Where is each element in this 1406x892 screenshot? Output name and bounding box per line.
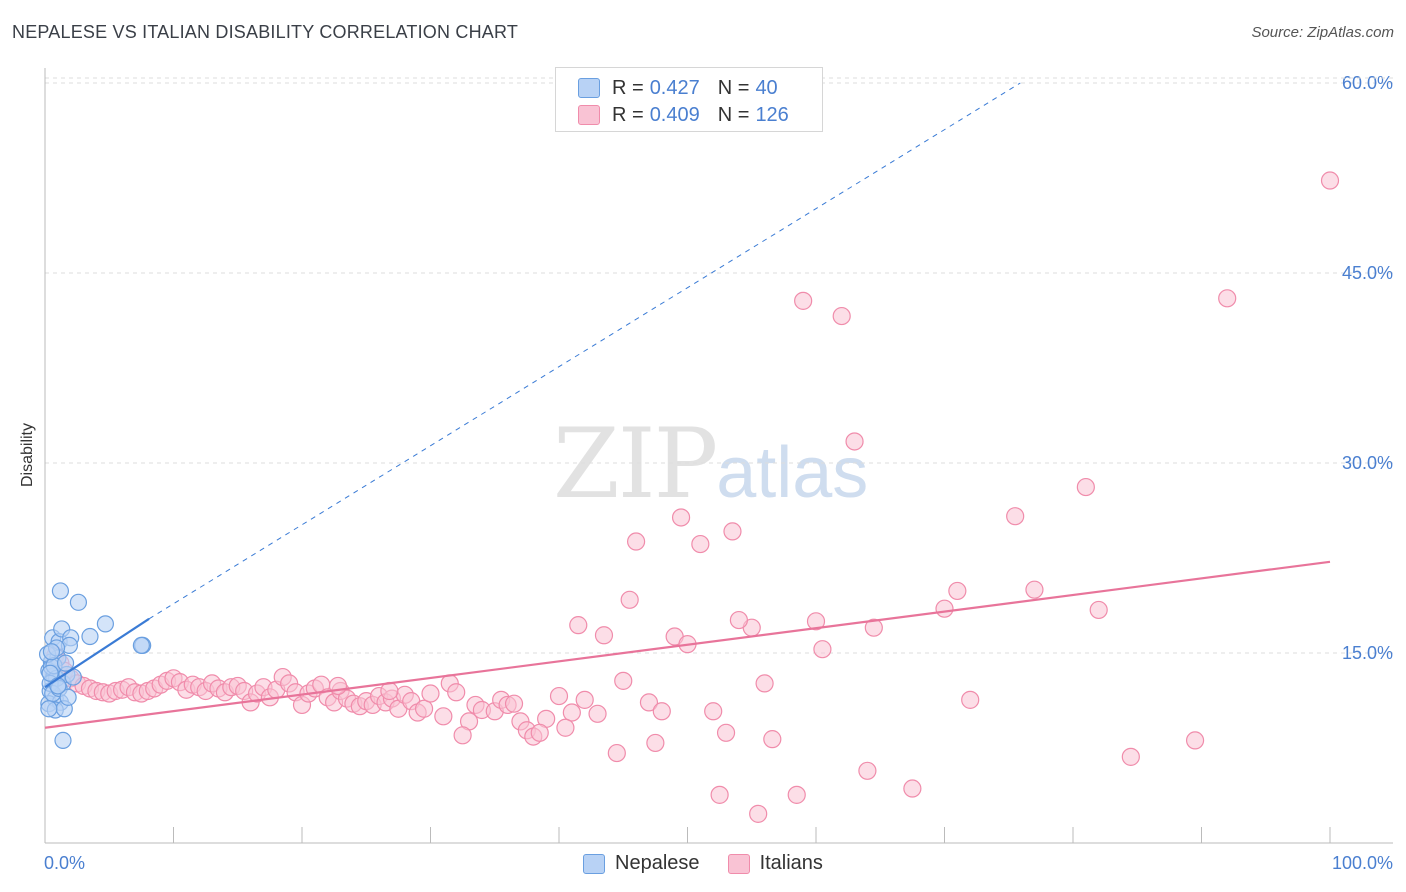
italians-point [594, 626, 614, 645]
nepalese-point [59, 688, 77, 706]
italians-point [1121, 747, 1140, 766]
source-credit: Source: ZipAtlas.com [1251, 24, 1394, 41]
italians-point [961, 690, 980, 709]
x-tick-label: 0.0% [44, 853, 85, 873]
nepalese-point [40, 700, 58, 718]
legend-r-value: 0.427 [649, 76, 700, 99]
italians-point [1025, 580, 1044, 599]
y-tick-label: 60.0% [1342, 73, 1393, 93]
legend-r-label: R = [612, 76, 644, 99]
italians-point [588, 704, 607, 723]
italians-point [691, 534, 710, 554]
italians-point [652, 702, 671, 721]
italians-point [447, 683, 466, 702]
nepalese-point [81, 627, 99, 646]
italians-point [806, 612, 826, 631]
italians-point [813, 640, 832, 659]
nepalese-swatch [583, 853, 606, 874]
nepalese-point [42, 643, 61, 661]
stats-legend: R = 0.427 N = 40 R = 0.409 N = 126 [555, 67, 823, 132]
nepalese-trend-line [44, 617, 150, 689]
italians-point [948, 581, 967, 601]
y-tick-label: 15.0% [1342, 643, 1393, 663]
italians-point [646, 733, 665, 753]
nepalese-point [51, 582, 70, 600]
italians-point [864, 618, 883, 637]
italians-point [729, 610, 749, 630]
legend-n-label: N = [717, 76, 750, 99]
italians-point [935, 599, 954, 618]
italians-point [1089, 600, 1108, 620]
italians-point [1320, 171, 1340, 190]
italians-point [755, 674, 774, 693]
nepalese-point [56, 654, 75, 672]
italians-point [562, 703, 581, 722]
italians-point [763, 730, 782, 749]
italians-point [671, 508, 691, 527]
italians-point [723, 522, 742, 541]
italians-point [710, 785, 729, 804]
italians-point [549, 686, 569, 706]
legend-r-value: 0.409 [649, 103, 700, 126]
nepalese-point [49, 677, 67, 695]
italians-trend-line [44, 560, 1331, 729]
italians-point [787, 785, 806, 804]
nepalese-point [96, 615, 114, 633]
nepalese-point [132, 636, 150, 655]
legend-n-value: 40 [755, 76, 778, 99]
italians-point [575, 690, 594, 709]
italians-point [845, 432, 864, 451]
legend-label-italians: Italians [759, 852, 823, 874]
italians-point [704, 702, 723, 721]
italians-point [569, 616, 588, 635]
italians-point [639, 693, 659, 712]
legend-item-italians[interactable]: Italians [727, 852, 823, 875]
italians-point [530, 723, 549, 742]
italians-point [794, 291, 813, 310]
legend-n-value: 126 [755, 103, 789, 126]
italians-point [1076, 477, 1095, 497]
legend-row-italians: R = 0.409 N = 126 [578, 103, 789, 127]
legend-n-label: N = [717, 103, 750, 126]
italians-point [421, 684, 440, 703]
italians-point [1218, 289, 1237, 308]
italians-point [556, 718, 575, 737]
italians-point [716, 723, 736, 742]
y-tick-label: 30.0% [1342, 453, 1393, 473]
italians-point [414, 699, 434, 718]
italians-point [504, 694, 524, 713]
nepalese-point [54, 731, 72, 750]
legend-label-nepalese: Nepalese [615, 852, 700, 874]
italians-point [903, 779, 922, 798]
italians-swatch [727, 853, 750, 874]
nepalese-point [41, 664, 59, 682]
series-legend: Nepalese Italians [0, 852, 1406, 875]
x-tick-label: 100.0% [1332, 853, 1393, 873]
italians-point [620, 590, 639, 609]
italians-point [858, 761, 877, 780]
y-tick-label: 45.0% [1342, 263, 1393, 283]
nepalese-trend-extension [148, 82, 1021, 620]
italians-swatch [578, 105, 600, 125]
italians-point [626, 532, 646, 551]
watermark-atlas: atlas [716, 433, 869, 513]
italians-point [749, 804, 768, 823]
chart-title: NEPALESE VS ITALIAN DISABILITY CORRELATI… [12, 22, 519, 42]
zipatlas-watermark: ZIPatlas [553, 408, 868, 520]
nepalese-swatch [578, 78, 600, 98]
legend-item-nepalese[interactable]: Nepalese [583, 852, 700, 875]
italians-point [832, 306, 851, 326]
italians-point [434, 707, 453, 726]
nepalese-point [69, 593, 88, 611]
italians-point [453, 726, 472, 745]
legend-r-label: R = [612, 103, 644, 126]
watermark-zip: ZIP [553, 408, 718, 520]
italians-point [614, 671, 633, 690]
italians-point [1185, 731, 1205, 750]
italians-point [328, 676, 348, 696]
italians-point [607, 743, 626, 763]
italians-point [1006, 507, 1025, 526]
legend-row-nepalese: R = 0.427 N = 40 [578, 76, 778, 100]
